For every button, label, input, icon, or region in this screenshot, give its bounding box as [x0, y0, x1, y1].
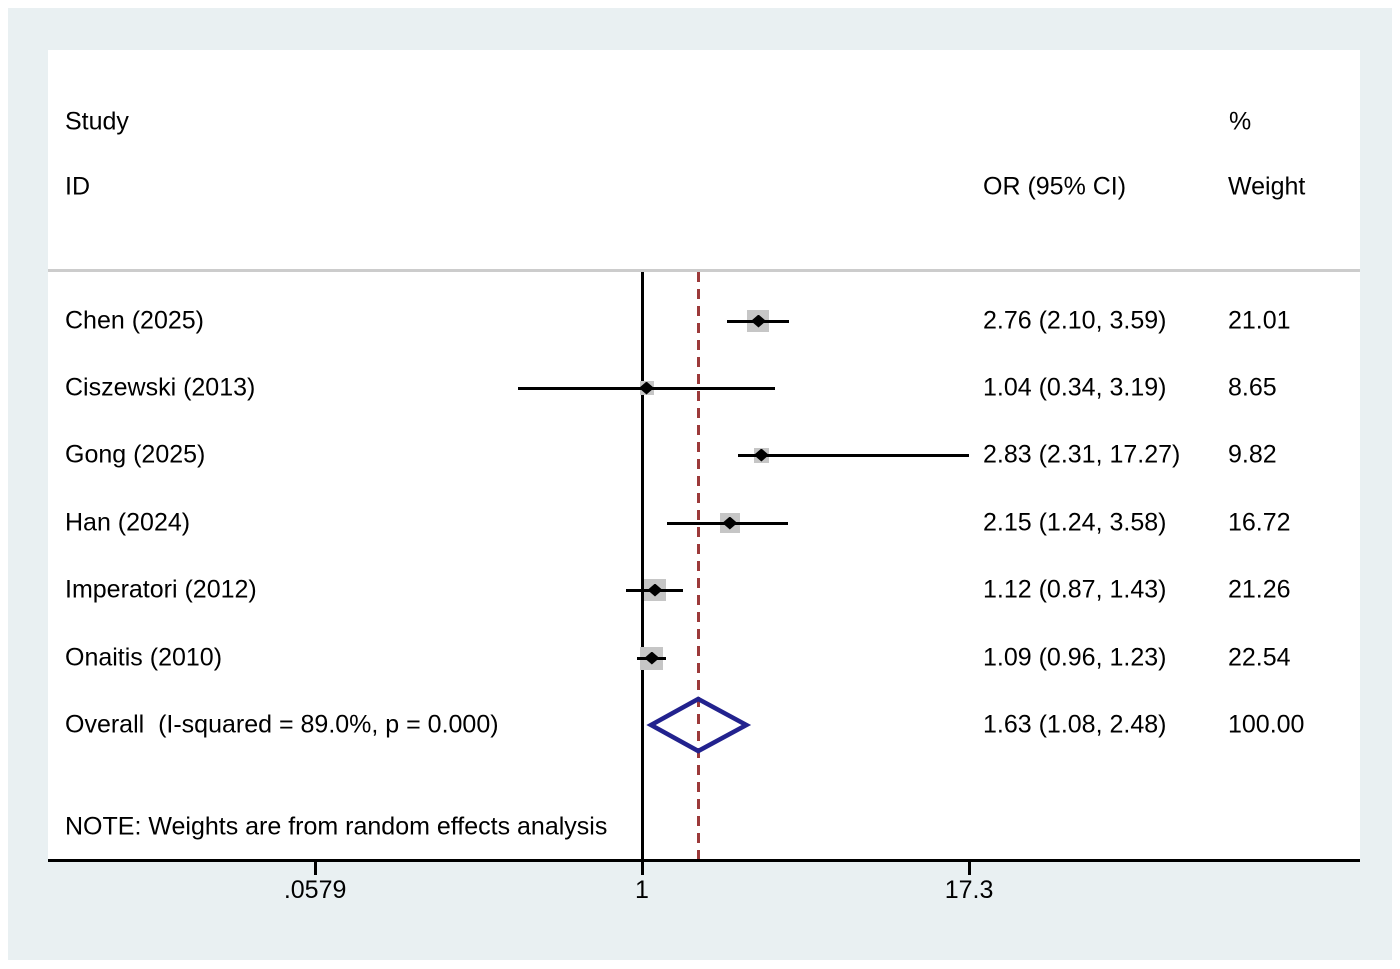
confidence-interval-line	[738, 453, 969, 457]
weight-value: 21.01	[1228, 306, 1291, 335]
x-axis-tick-label: 1	[635, 876, 649, 904]
header-separator-line	[48, 269, 1360, 272]
note-text: NOTE: Weights are from random effects an…	[65, 812, 608, 841]
percent-header: %	[1229, 107, 1252, 136]
or-ci-value: 1.09 (0.96, 1.23)	[983, 643, 1167, 672]
weight-value: 16.72	[1228, 508, 1291, 537]
or-ci-value: 2.76 (2.10, 3.59)	[983, 306, 1167, 335]
or-ci-value: 1.04 (0.34, 3.19)	[983, 373, 1167, 402]
overall-label: Overall (I-squared = 89.0%, p = 0.000)	[65, 710, 499, 739]
point-estimate-diamond	[644, 651, 660, 665]
weight-value: 9.82	[1228, 440, 1277, 469]
point-estimate-diamond	[753, 448, 769, 462]
point-estimate-diamond	[750, 314, 766, 328]
x-axis-line	[48, 859, 1360, 862]
study-label: Onaitis (2010)	[65, 643, 223, 672]
study-label: Gong (2025)	[65, 440, 206, 469]
point-estimate-diamond	[647, 583, 663, 597]
overall-diamond	[646, 696, 751, 754]
weight-header: Weight	[1228, 172, 1306, 201]
weight-value: 8.65	[1228, 373, 1277, 402]
study-label: Imperatori (2012)	[65, 575, 257, 604]
or-ci-value: 2.15 (1.24, 3.58)	[983, 508, 1167, 537]
point-estimate-diamond	[722, 516, 738, 530]
x-axis-tick	[640, 861, 644, 875]
x-axis-tick	[313, 861, 317, 875]
x-axis-tick	[967, 861, 971, 875]
plot-area	[48, 50, 1360, 860]
study-label: Chen (2025)	[65, 306, 204, 335]
x-axis-tick-label: .0579	[283, 876, 347, 904]
null-effect-line	[640, 272, 644, 859]
overall-or-ci-value: 1.63 (1.08, 2.48)	[983, 710, 1167, 739]
weight-value: 22.54	[1228, 643, 1291, 672]
id-header: ID	[65, 172, 90, 201]
weight-value: 21.26	[1228, 575, 1291, 604]
or-ci-value: 1.12 (0.87, 1.43)	[983, 575, 1167, 604]
or-ci-value: 2.83 (2.31, 17.27)	[983, 440, 1181, 469]
x-axis-tick-label: 17.3	[944, 876, 994, 904]
overall-weight-value: 100.00	[1228, 710, 1305, 739]
study-label: Han (2024)	[65, 508, 191, 537]
study-label: Ciszewski (2013)	[65, 373, 256, 402]
study-header: Study	[65, 107, 129, 136]
point-estimate-diamond	[639, 381, 654, 395]
overall-estimate-dashed-line	[696, 272, 700, 859]
or-ci-header: OR (95% CI)	[983, 172, 1127, 201]
